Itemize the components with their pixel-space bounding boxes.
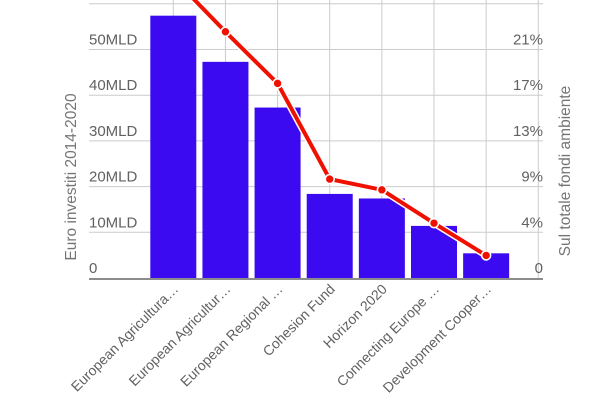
x-axis-label: European Agricultur… — [125, 281, 233, 389]
right-axis-tick-label: 9% — [521, 169, 543, 186]
left-axis-tick-label: 50MLD — [89, 32, 138, 49]
bar-european-regional-[interactable] — [254, 107, 301, 278]
right-axis-tick-label: 17% — [513, 77, 543, 94]
x-axis-label: European Regional … — [177, 281, 286, 390]
x-axis-label: Development Cooper… — [380, 281, 495, 396]
line-point-cohesion-fund[interactable] — [324, 173, 336, 185]
bar-cohesion-fund[interactable] — [306, 193, 353, 278]
right-axis-tick-label: 13% — [513, 123, 543, 140]
line-point-horizon-2020[interactable] — [376, 184, 388, 196]
bar-european-agricultura-[interactable] — [150, 15, 197, 278]
bar-horizon-2020[interactable] — [358, 198, 405, 278]
left-axis-tick-label: 20MLD — [89, 169, 138, 186]
left-axis-tick-label: 10MLD — [89, 214, 138, 231]
left-axis-tick-label: 0 — [89, 260, 97, 277]
left-axis-tick-label: 30MLD — [89, 123, 138, 140]
right-axis-tick-label: 4% — [521, 214, 543, 231]
x-axis-label: Connecting Europe … — [333, 281, 442, 390]
line-point-european-regional-[interactable] — [272, 78, 283, 89]
line-point-european-agricultur-[interactable] — [220, 26, 231, 38]
left-axis-tick-label: 40MLD — [89, 77, 138, 94]
right-axis-tick-label: 21% — [513, 32, 543, 49]
line-point-connecting-europe-[interactable] — [428, 217, 440, 229]
right-axis-tick-label: 0 — [535, 260, 543, 277]
line-point-development-cooper-[interactable] — [480, 250, 492, 261]
bar-european-agricultur-[interactable] — [202, 61, 249, 278]
